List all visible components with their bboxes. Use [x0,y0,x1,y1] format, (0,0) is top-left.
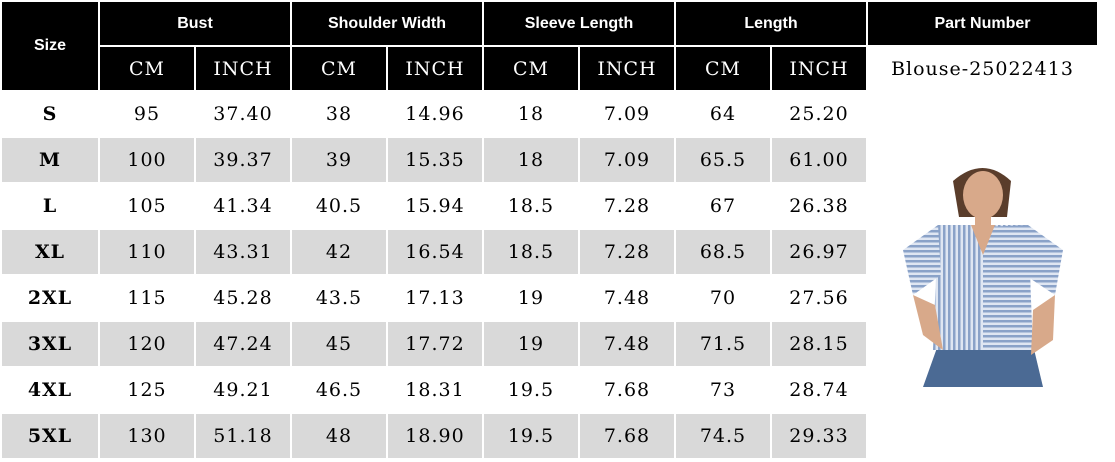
measurement-cell: 68.5 [676,230,770,274]
header-sleeve-inch: INCH [580,47,674,90]
measurement-cell: 7.28 [580,184,674,228]
measurement-cell: 38 [292,92,386,136]
measurement-cell: 15.94 [388,184,482,228]
size-label-cell: 3XL [2,322,98,366]
table-row: S 95 37.40 38 14.96 18 7.09 64 25.20 [2,92,1097,458]
table-row: XL 110 43.31 42 16.54 18.5 7.28 68.5 26.97 [2,230,1097,274]
table-row: L 105 41.34 40.5 15.94 18.5 7.28 67 26.38 [2,184,1097,228]
measurement-cell: 7.09 [580,92,674,136]
measurement-cell: 45.28 [196,276,290,320]
measurement-cell: 27.56 [772,276,866,320]
measurement-cell: 19.5 [484,414,578,458]
measurement-cell: 95 [100,92,194,136]
measurement-cell: 65.5 [676,138,770,182]
header-size: Size [2,2,98,90]
header-part-number: Part Number [868,2,1097,45]
measurement-cell: 45 [292,322,386,366]
measurement-cell: 67 [676,184,770,228]
header-length-cm: CM [676,47,770,90]
measurement-cell: 48 [292,414,386,458]
measurement-cell: 74.5 [676,414,770,458]
measurement-cell: 43.5 [292,276,386,320]
measurement-cell: 17.13 [388,276,482,320]
header-shoulder-cm: CM [292,47,386,90]
measurement-cell: 18 [484,138,578,182]
size-label-cell: 5XL [2,414,98,458]
part-number-value: Blouse-25022413 [868,47,1097,90]
measurement-cell: 49.21 [196,368,290,412]
measurement-cell: 7.48 [580,276,674,320]
measurement-cell: 130 [100,414,194,458]
measurement-cell: 7.48 [580,322,674,366]
measurement-cell: 29.33 [772,414,866,458]
table-row: 5XL 130 51.18 48 18.90 19.5 7.68 74.5 29.33 [2,414,1097,458]
measurement-cell: 61.00 [772,138,866,182]
measurement-cell: 71.5 [676,322,770,366]
measurement-cell: 14.96 [388,92,482,136]
measurement-cell: 18 [484,92,578,136]
measurement-cell: 26.97 [772,230,866,274]
measurement-cell: 39 [292,138,386,182]
table-row: 3XL 120 47.24 45 17.72 19 7.48 71.5 28.15 [2,322,1097,366]
header-shoulder-inch: INCH [388,47,482,90]
measurement-cell: 125 [100,368,194,412]
size-label-cell: L [2,184,98,228]
measurement-cell: 105 [100,184,194,228]
header-shoulder-width: Shoulder Width [292,2,482,45]
header-sleeve-cm: CM [484,47,578,90]
header-bust-inch: INCH [196,47,290,90]
measurement-cell: 47.24 [196,322,290,366]
measurement-cell: 73 [676,368,770,412]
table-row: 2XL 115 45.28 43.5 17.13 19 7.48 70 27.56 [2,276,1097,320]
measurement-cell: 18.5 [484,184,578,228]
measurement-cell: 28.74 [772,368,866,412]
size-label-cell: 2XL [2,276,98,320]
size-label-cell: M [2,138,98,182]
measurement-cell: 18.31 [388,368,482,412]
header-length: Length [676,2,866,45]
header-length-inch: INCH [772,47,866,90]
size-label-cell: S [2,92,98,136]
measurement-cell: 70 [676,276,770,320]
measurement-cell: 100 [100,138,194,182]
measurement-cell: 19 [484,322,578,366]
table-row: 4XL 125 49.21 46.5 18.31 19.5 7.68 73 28.74 [2,368,1097,412]
measurement-cell: 40.5 [292,184,386,228]
measurement-cell: 28.15 [772,322,866,366]
measurement-cell: 18.90 [388,414,482,458]
measurement-cell: 37.40 [196,92,290,136]
size-label-cell: XL [2,230,98,274]
measurement-cell: 19 [484,276,578,320]
measurement-cell: 16.54 [388,230,482,274]
striped-blouse-model-photo [902,168,1063,387]
header-bust-cm: CM [100,47,194,90]
measurement-cell: 46.5 [292,368,386,412]
measurement-cell: 43.31 [196,230,290,274]
measurement-cell: 18.5 [484,230,578,274]
measurement-cell: 7.68 [580,414,674,458]
measurement-cell: 25.20 [772,92,866,136]
measurement-cell: 120 [100,322,194,366]
measurement-cell: 51.18 [196,414,290,458]
measurement-cell: 17.72 [388,322,482,366]
measurement-cell: 7.68 [580,368,674,412]
size-label-cell: 4XL [2,368,98,412]
measurement-cell: 26.38 [772,184,866,228]
measurement-cell: 64 [676,92,770,136]
measurement-cell: 41.34 [196,184,290,228]
measurement-cell: 42 [292,230,386,274]
measurement-cell: 110 [100,230,194,274]
measurement-cell: 15.35 [388,138,482,182]
measurement-cell: 7.09 [580,138,674,182]
measurement-cell: 39.37 [196,138,290,182]
table-row: M 100 39.37 39 15.35 18 7.09 65.5 61.00 [2,138,1097,182]
header-sleeve-length: Sleeve Length [484,2,674,45]
header-bust: Bust [100,2,290,45]
measurement-cell: 115 [100,276,194,320]
measurement-cell: 7.28 [580,230,674,274]
product-photo-cell [868,92,1097,458]
measurement-cell: 19.5 [484,368,578,412]
